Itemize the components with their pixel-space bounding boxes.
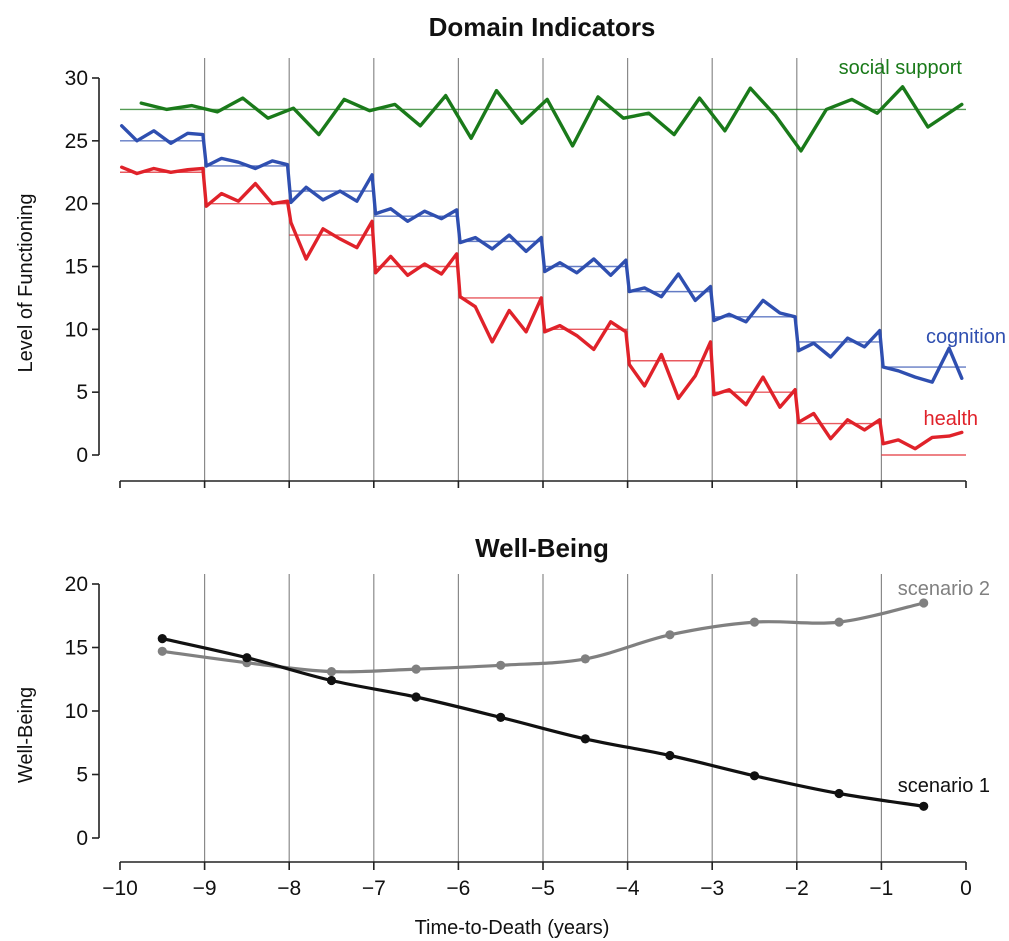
well-being-panel: Well-Being Well-Being Time-to-Death (yea… bbox=[15, 533, 990, 939]
bottom-y-tick-label-15: 15 bbox=[65, 637, 88, 660]
scenario-1-point-9 bbox=[919, 801, 929, 811]
bottom-x-tick-label--3: −3 bbox=[700, 877, 724, 900]
health-series bbox=[119, 165, 966, 456]
top-series-group bbox=[119, 85, 966, 456]
scenario-1-point-2 bbox=[326, 675, 337, 686]
scenario-1-point-3 bbox=[411, 692, 421, 702]
scenario-2-point-5 bbox=[580, 654, 590, 664]
scenario-2-point-2 bbox=[326, 667, 337, 677]
top-y-tick-label-25: 25 bbox=[65, 130, 88, 153]
cognition-series bbox=[119, 124, 966, 384]
top-y-tick-label-20: 20 bbox=[65, 193, 88, 216]
health-label: health bbox=[924, 408, 979, 430]
scenario-2-point-6 bbox=[665, 630, 675, 640]
scenario-2-label: scenario 2 bbox=[898, 578, 990, 600]
scenario-2-point-3 bbox=[411, 664, 421, 674]
scenario-1-line bbox=[161, 637, 924, 808]
bottom-x-tick-label--1: −1 bbox=[869, 877, 893, 900]
cognition-line bbox=[119, 124, 964, 384]
scenario-2-point-9 bbox=[919, 598, 929, 608]
bottom-y-tick-label-20: 20 bbox=[65, 573, 88, 596]
scenario-2-point-8 bbox=[834, 617, 844, 627]
top-y-tick-label-5: 5 bbox=[76, 381, 88, 404]
bottom-x-tick-label--9: −9 bbox=[193, 877, 217, 900]
scenario-1-point-1 bbox=[242, 653, 252, 663]
social-support-label: social support bbox=[839, 57, 963, 79]
scenario-1-label: scenario 1 bbox=[898, 775, 990, 797]
top-y-tick-label-30: 30 bbox=[65, 67, 88, 90]
well-being-axis-title: Well-Being bbox=[15, 687, 37, 783]
top-y-tick-label-0: 0 bbox=[76, 444, 88, 467]
domain-indicators-panel: Domain Indicators Level of Functioning 0… bbox=[15, 12, 1006, 488]
scenario-1-point-0 bbox=[157, 634, 167, 644]
bottom-x-tick-label--4: −4 bbox=[616, 877, 640, 900]
bottom-y-tick-label-10: 10 bbox=[65, 700, 88, 723]
scenario-2-point-7 bbox=[749, 617, 760, 627]
bottom-x-tick-label--10: −10 bbox=[102, 877, 138, 900]
bottom-x-tick-label--7: −7 bbox=[362, 877, 386, 900]
bottom-x-tick-label--6: −6 bbox=[446, 877, 470, 900]
bottom-x-tick-label-0: 0 bbox=[960, 877, 972, 900]
top-axes: 0 5 10 15 20 25 30 bbox=[65, 67, 967, 488]
scenario-1-point-8 bbox=[834, 788, 844, 799]
bottom-series-group bbox=[157, 598, 929, 811]
bottom-y-tick-label-5: 5 bbox=[76, 764, 88, 787]
social-support-line bbox=[139, 85, 964, 153]
bottom-series-labels: scenario 2 scenario 1 bbox=[898, 578, 990, 797]
top-y-tick-label-10: 10 bbox=[65, 318, 88, 341]
top-y-tick-label-15: 15 bbox=[65, 256, 88, 279]
scenario-1-point-4 bbox=[496, 712, 506, 723]
scenario-1-point-6 bbox=[665, 750, 675, 761]
cognition-label: cognition bbox=[926, 326, 1006, 348]
health-line bbox=[119, 165, 964, 451]
scenario-1-point-5 bbox=[580, 734, 590, 744]
top-series-labels: social support cognition health bbox=[839, 57, 1006, 430]
bottom-y-tick-label-0: 0 bbox=[76, 827, 88, 850]
level-of-functioning-axis-title: Level of Functioning bbox=[15, 193, 37, 372]
domain-indicators-title: Domain Indicators bbox=[429, 12, 656, 42]
scenario-1-point-7 bbox=[749, 771, 760, 781]
well-being-title: Well-Being bbox=[475, 533, 609, 563]
scenario-1-series bbox=[157, 634, 929, 811]
bottom-x-tick-label--8: −8 bbox=[277, 877, 301, 900]
bottom-x-tick-label--2: −2 bbox=[785, 877, 809, 900]
bottom-gridlines bbox=[204, 574, 883, 862]
time-to-death-axis-title: Time-to-Death (years) bbox=[415, 917, 610, 939]
social-support-series bbox=[120, 85, 966, 153]
scenario-2-point-4 bbox=[496, 660, 506, 670]
scenario-2-point-0 bbox=[157, 646, 167, 656]
bottom-x-tick-label--5: −5 bbox=[531, 877, 555, 900]
